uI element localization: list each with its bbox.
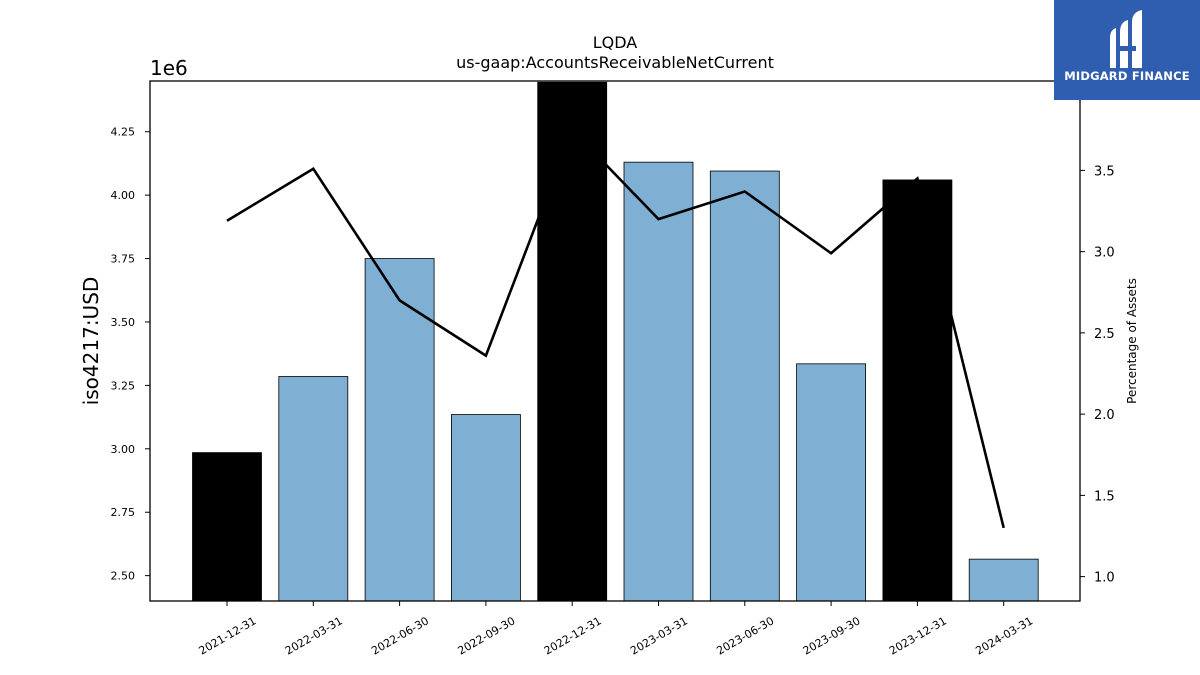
y2-tick-label: 3.5 — [1094, 164, 1115, 179]
bar-2024-03-31 — [968, 558, 1039, 602]
bar-2022-12-31 — [537, 81, 608, 602]
bar-2022-06-30 — [364, 258, 435, 602]
y2-tick-label: 3.0 — [1094, 246, 1115, 261]
y-tick-label: 3.50 — [111, 316, 136, 329]
y-tick-label: 3.00 — [111, 443, 136, 456]
plot-frame — [149, 80, 1081, 602]
x-tick-label: 2022-06-30 — [369, 614, 431, 657]
brand-logo: MIDGARD FINANCE — [1054, 0, 1200, 100]
y-tick-label: 2.50 — [111, 570, 136, 583]
line-layer — [226, 127, 1005, 529]
y-tick-label: 3.25 — [111, 379, 136, 392]
chart-title: LQDA — [593, 33, 638, 52]
bars-layer — [192, 81, 1039, 602]
x-tick-label: 2021-12-31 — [197, 614, 259, 657]
x-tick-label: 2024-03-31 — [973, 614, 1035, 657]
y-tick-label: 3.75 — [111, 253, 136, 266]
bar-2022-09-30 — [450, 414, 521, 602]
bar-2023-03-31 — [623, 161, 694, 602]
y2-tick-label: 1.0 — [1094, 571, 1115, 586]
y-tick-label: 4.25 — [111, 126, 136, 139]
bar-2023-06-30 — [709, 170, 780, 602]
x-tick-label: 2023-12-31 — [887, 614, 949, 657]
x-tick-label: 2022-03-31 — [283, 614, 345, 657]
bar-2023-09-30 — [796, 363, 866, 602]
y2-tick-label: 2.0 — [1094, 408, 1115, 423]
x-tick-label: 2022-09-30 — [456, 614, 518, 657]
chart-subtitle: us-gaap:AccountsReceivableNetCurrent — [456, 53, 774, 72]
x-tick-label: 2023-03-31 — [628, 614, 690, 657]
y-tick-label: 2.75 — [111, 506, 136, 519]
logo-text: MIDGARD FINANCE — [1064, 69, 1190, 83]
y-axis-label: iso4217:USD — [79, 277, 103, 406]
x-tick-label: 2022-12-31 — [542, 614, 604, 657]
y2-tick-label: 2.5 — [1094, 327, 1115, 342]
percentage-of-assets-line — [226, 127, 1005, 529]
bar-2022-03-31 — [278, 376, 349, 602]
y-axis-multiplier: 1e6 — [150, 56, 188, 80]
y2-axis-label: Percentage of Assets — [1125, 278, 1139, 404]
bar-2023-12-31 — [882, 179, 953, 602]
x-tick-label: 2023-09-30 — [801, 614, 863, 657]
y-tick-label: 4.00 — [111, 189, 136, 202]
bar-2021-12-31 — [192, 452, 262, 602]
x-tick-label: 2023-06-30 — [714, 614, 776, 657]
logo-mark-icon — [1110, 10, 1142, 68]
y2-tick-label: 1.5 — [1094, 489, 1115, 504]
